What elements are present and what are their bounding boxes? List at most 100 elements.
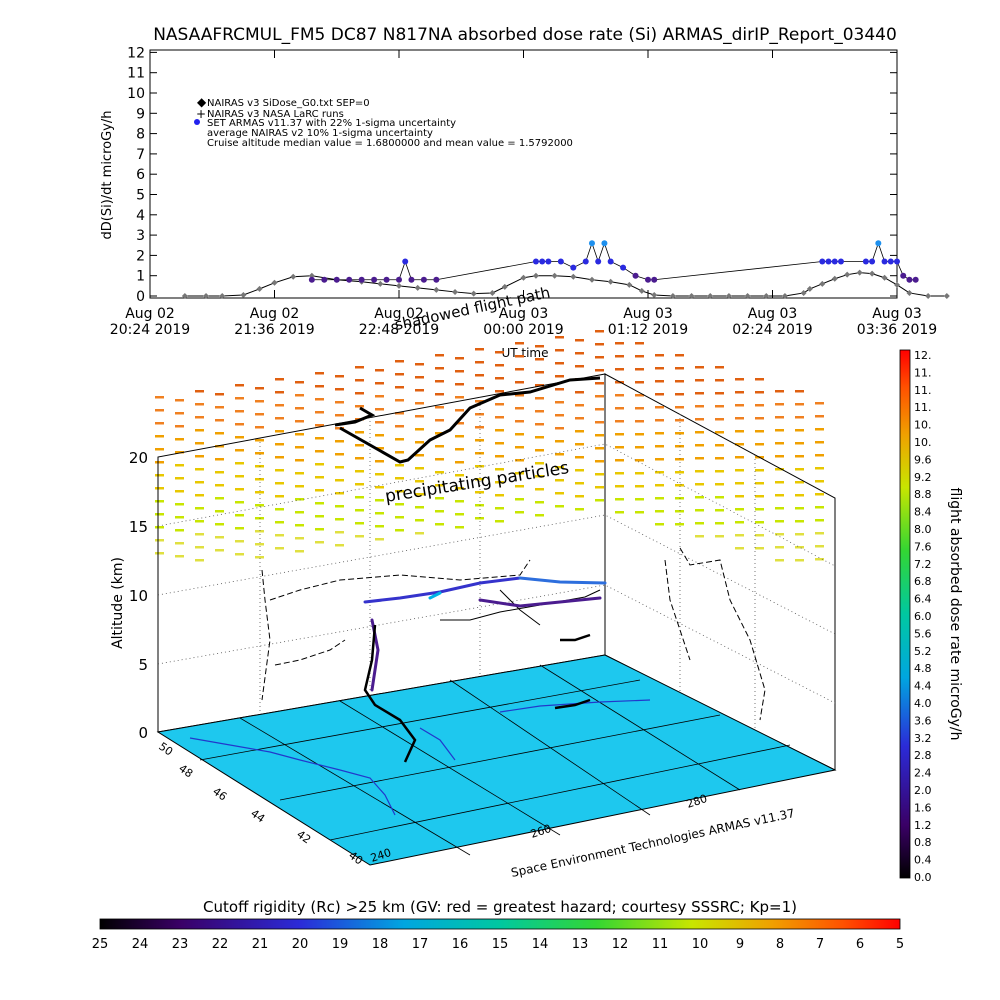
particle-mark [495, 403, 504, 406]
particle-mark [515, 394, 524, 397]
y-tick-label: 1 [136, 269, 145, 285]
armas-point [358, 276, 365, 283]
particle-mark [475, 348, 484, 351]
particle-mark [635, 472, 644, 475]
x-tick-label-date: Aug 03 [623, 306, 673, 322]
particle-mark [455, 487, 464, 490]
particle-mark [755, 417, 764, 420]
x-tick-label-date: Aug 03 [872, 306, 922, 322]
particle-mark [495, 494, 504, 497]
particle-mark [195, 533, 204, 536]
x-tick-label-time: 01:12 2019 [608, 322, 688, 338]
particle-mark [575, 365, 584, 368]
particle-mark [295, 420, 304, 423]
particle-mark [335, 505, 344, 508]
particle-mark [595, 421, 604, 424]
particle-mark [675, 523, 684, 526]
particle-mark [735, 521, 744, 524]
armas-point [607, 258, 614, 265]
particle-mark [375, 395, 384, 398]
particle-mark [275, 508, 284, 511]
x-tick-label-date: Aug 02 [250, 306, 300, 322]
particle-mark [355, 431, 364, 434]
particle-mark [615, 394, 624, 397]
particle-mark [295, 433, 304, 436]
nairas-point [856, 269, 863, 276]
particle-mark [715, 483, 724, 486]
particle-mark [435, 445, 444, 448]
particle-mark [755, 378, 764, 381]
particle-mark [495, 481, 504, 484]
particle-mark [615, 355, 624, 358]
particle-mark [795, 481, 804, 484]
particle-mark [295, 511, 304, 514]
particle-mark [715, 470, 724, 473]
particle-mark [215, 419, 224, 422]
particle-mark [695, 522, 704, 525]
particle-mark [635, 485, 644, 488]
particle-mark [255, 400, 264, 403]
particle-mark [395, 399, 404, 402]
dose-colorbar-tick-label: 10. [914, 436, 932, 449]
particle-mark [755, 547, 764, 550]
top-plot-frame [149, 49, 898, 299]
particle-mark [395, 373, 404, 376]
particle-mark [315, 398, 324, 401]
particle-mark [615, 420, 624, 423]
particle-mark [595, 356, 604, 359]
altitude-axis-label: Altitude (km) [110, 557, 126, 649]
armas-point [819, 258, 826, 265]
particle-mark [595, 330, 604, 333]
particle-mark [375, 525, 384, 528]
particle-mark [675, 445, 684, 448]
nairas-point [520, 274, 527, 281]
dose-colorbar-tick-label: 8.4 [914, 506, 932, 519]
particle-mark [675, 471, 684, 474]
particle-mark [735, 430, 744, 433]
nairas-point [763, 293, 770, 299]
armas-point [420, 276, 427, 283]
x-tick-label-time: 22:48 2019 [359, 322, 439, 338]
y-tick-label: 11 [127, 66, 145, 82]
particle-mark [595, 382, 604, 385]
particle-mark [275, 469, 284, 472]
particle-mark [255, 478, 264, 481]
particle-mark [175, 555, 184, 558]
particle-mark [575, 430, 584, 433]
particle-mark [675, 380, 684, 383]
particle-mark [315, 437, 324, 440]
particle-mark [155, 448, 164, 451]
altitude-tick-label: 5 [138, 656, 148, 674]
particle-mark [355, 483, 364, 486]
particle-mark [795, 494, 804, 497]
legend-entry: NAIRAS v3 NASA LaRC runs [207, 109, 344, 120]
dose-colorbar-tick-label: 6.4 [914, 593, 932, 606]
particle-mark [335, 518, 344, 521]
flight-path-top [334, 376, 601, 464]
particle-mark [655, 354, 664, 357]
particle-mark [635, 511, 644, 514]
legend-marker-diamond-icon: ◆ [197, 95, 207, 109]
y-tick-label: 2 [136, 248, 145, 264]
armas-point [321, 276, 328, 283]
armas-point [869, 258, 876, 265]
particle-mark [175, 503, 184, 506]
particle-mark [535, 410, 544, 413]
particle-mark [415, 480, 424, 483]
rigidity-colorbar-tick-label: 5 [896, 937, 904, 952]
particle-mark [695, 535, 704, 538]
particle-mark [595, 343, 604, 346]
particle-mark [815, 519, 824, 522]
particle-mark [335, 531, 344, 534]
armas-point [825, 258, 832, 265]
particle-mark [815, 441, 824, 444]
particle-mark [615, 407, 624, 410]
particle-mark [195, 494, 204, 497]
particle-mark [695, 392, 704, 395]
particle-mark [615, 368, 624, 371]
altitude-tick-label: 10 [129, 587, 148, 605]
latitude-tick-label: 50 [156, 740, 175, 759]
rigidity-colorbar-tick-label: 17 [412, 937, 429, 952]
particle-mark [495, 520, 504, 523]
nairas-point [256, 285, 263, 292]
